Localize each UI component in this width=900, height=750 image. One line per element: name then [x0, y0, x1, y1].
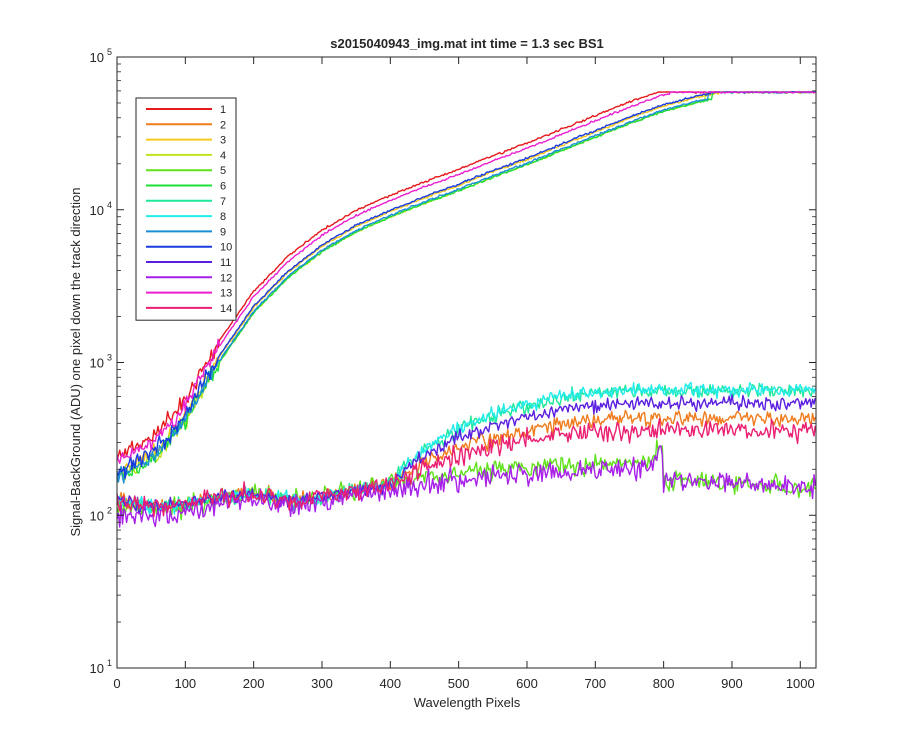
y-tick-exponent: 5	[107, 47, 112, 57]
legend-label-12: 12	[220, 272, 232, 284]
legend-label-14: 14	[220, 303, 232, 315]
x-tick-label: 600	[516, 676, 538, 691]
series-line-11	[116, 394, 816, 515]
x-tick-label: 700	[584, 676, 606, 691]
legend-label-1: 1	[220, 104, 226, 116]
x-axis-label: Wavelength Pixels	[414, 695, 521, 710]
series-line-14	[116, 417, 816, 518]
x-tick-label: 800	[653, 676, 675, 691]
series-line-6	[116, 91, 816, 482]
series-line-10	[116, 91, 816, 479]
x-tick-label: 0	[113, 676, 120, 691]
y-tick-label: 10	[90, 203, 104, 218]
legend-label-11: 11	[220, 257, 231, 269]
x-tick-label: 400	[379, 676, 401, 691]
x-axis: 0 100 200 300 400 500 600 700 800 900 1000	[113, 57, 815, 691]
y-tick-label: 10	[90, 50, 104, 65]
y-axis-label: Signal-BackGround (ADU) one pixel down t…	[68, 187, 83, 536]
chart-title: s2015040943_img.mat int time = 1.3 sec B…	[330, 36, 604, 51]
series-line-13	[116, 91, 816, 464]
legend-label-7: 7	[220, 196, 226, 208]
x-tick-label: 300	[311, 676, 333, 691]
y-tick-label: 10	[90, 508, 104, 523]
legend-label-2: 2	[220, 119, 226, 131]
y-tick-label: 10	[90, 661, 104, 676]
x-tick-label: 1000	[786, 676, 815, 691]
y-tick-exponent: 1	[107, 658, 112, 668]
series-traces	[116, 91, 816, 528]
legend-label-10: 10	[220, 242, 232, 254]
y-tick-label: 10	[90, 356, 104, 371]
legend-label-3: 3	[220, 135, 226, 147]
legend-label-6: 6	[220, 181, 226, 193]
y-tick-exponent: 4	[107, 200, 112, 210]
legend-box	[135, 97, 237, 321]
legend-label-5: 5	[220, 165, 226, 177]
legend-label-8: 8	[220, 211, 226, 223]
series-line-9	[116, 91, 816, 484]
x-tick-label: 900	[721, 676, 743, 691]
x-tick-label: 500	[448, 676, 470, 691]
y-tick-exponent: 2	[107, 505, 112, 515]
legend-label-13: 13	[220, 288, 232, 300]
series-line-3	[116, 91, 816, 479]
y-tick-exponent: 3	[107, 353, 112, 363]
legend-label-9: 9	[220, 226, 226, 238]
legend-label-4: 4	[220, 150, 226, 162]
x-tick-label: 100	[174, 676, 196, 691]
x-tick-label: 200	[243, 676, 265, 691]
